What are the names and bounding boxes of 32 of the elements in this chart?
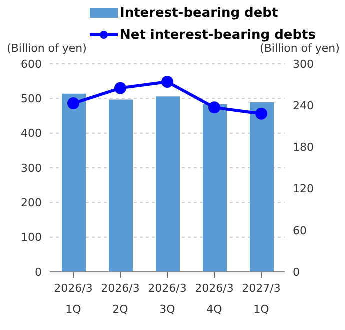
bar: [156, 96, 180, 272]
y2-tick-label: 60: [293, 224, 307, 238]
point: [114, 82, 126, 94]
bar: [203, 104, 227, 272]
y-tick-label: 400: [21, 127, 42, 140]
y2-axis-title: (Billion of yen): [260, 42, 340, 55]
y2-tick-label: 120: [293, 182, 314, 196]
point: [256, 108, 268, 120]
bar: [62, 94, 86, 272]
y-tick-label: 500: [21, 92, 42, 106]
point: [162, 76, 174, 88]
legend-label: Interest-bearing debt: [120, 6, 278, 20]
bar: [109, 100, 133, 272]
y2-tick-label: 180: [293, 141, 314, 154]
x-tick-label: 2027/3 1Q: [242, 282, 281, 316]
x-tick-label: 2026/3 3Q: [148, 282, 187, 316]
x-tick-label: 2026/3 1Q: [54, 282, 93, 316]
y-tick-label: 600: [21, 58, 42, 71]
legend-label: Net interest-bearing debts: [120, 28, 316, 42]
y2-tick-label: 300: [293, 58, 314, 71]
bar: [250, 102, 274, 272]
y-tick-label: 300: [21, 162, 42, 175]
x-tick-label: 2026/3 4Q: [195, 282, 234, 316]
y-tick-label: 200: [21, 196, 42, 210]
point: [208, 102, 220, 114]
y-tick-label: 100: [21, 231, 42, 244]
y-tick-label: 0: [35, 266, 42, 279]
y2-tick-label: 240: [293, 100, 314, 113]
y-axis-title: (Billion of yen): [7, 42, 87, 55]
y2-tick-label: 0: [293, 266, 300, 279]
point: [68, 98, 80, 110]
x-tick-label: 2026/3 2Q: [101, 282, 140, 316]
